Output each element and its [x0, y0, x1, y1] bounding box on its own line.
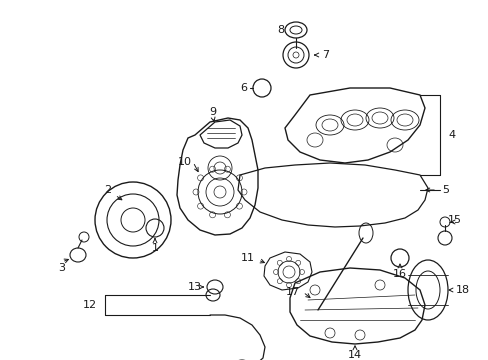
- Text: 7: 7: [322, 50, 329, 60]
- Text: 8: 8: [277, 25, 284, 35]
- Text: 6: 6: [240, 83, 247, 93]
- Text: 1: 1: [151, 243, 158, 253]
- Text: 13: 13: [187, 282, 202, 292]
- Text: 12: 12: [83, 300, 97, 310]
- Text: 16: 16: [392, 269, 406, 279]
- Text: 3: 3: [59, 263, 65, 273]
- Text: 14: 14: [347, 350, 361, 360]
- Text: 10: 10: [178, 157, 192, 167]
- Text: 15: 15: [447, 215, 461, 225]
- Text: 17: 17: [285, 287, 300, 297]
- Text: 9: 9: [209, 107, 216, 117]
- Text: 18: 18: [455, 285, 469, 295]
- Text: 4: 4: [447, 130, 455, 140]
- Text: 11: 11: [241, 253, 254, 263]
- Text: 2: 2: [104, 185, 111, 195]
- Text: 5: 5: [442, 185, 448, 195]
